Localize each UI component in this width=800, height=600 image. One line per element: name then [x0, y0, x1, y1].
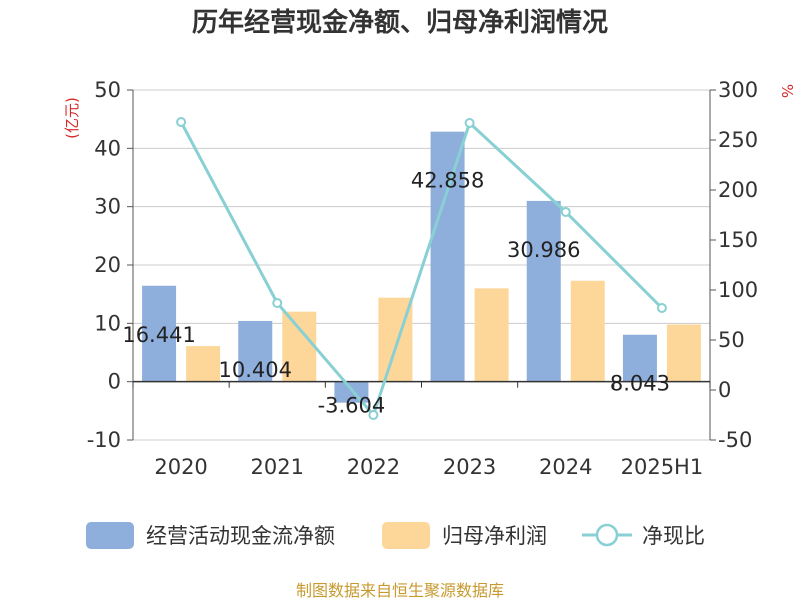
bars [142, 131, 701, 403]
x-tick-label: 2020 [154, 455, 207, 479]
ratio-point [368, 410, 379, 420]
y-left-tick-label: -10 [87, 428, 121, 452]
y-right-tick-label: 150 [718, 228, 758, 252]
bar-operating-cashflow [622, 334, 657, 382]
bar-operating-cashflow [238, 320, 273, 382]
legend-swatch-ratio-marker [595, 523, 619, 547]
y-right-tick-label: -50 [718, 428, 752, 452]
y-right-tick-label: 100 [718, 278, 758, 302]
axes [127, 89, 716, 441]
data-label: 30.986 [507, 238, 580, 262]
ratio-point [464, 118, 475, 128]
ratio-line-path [179, 120, 663, 418]
y-right-tick-label: 200 [718, 178, 758, 202]
ratio-line [176, 117, 667, 420]
y-left-tick-label: 0 [108, 370, 121, 394]
y-left-tick-label: 10 [94, 311, 121, 335]
legend-label-net-profit: 归母净利润 [442, 524, 547, 548]
y-left-tick-label: 50 [94, 78, 121, 102]
chart-title: 历年经营现金净额、归母净利润情况 [192, 7, 608, 38]
data-label: 8.043 [610, 372, 670, 396]
bar-net-profit [186, 346, 221, 382]
y-left-tick-label: 20 [94, 253, 121, 277]
legend-swatch-operating-cashflow [86, 522, 134, 549]
x-tick-label: 2021 [251, 455, 304, 479]
bar-operating-cashflow [430, 131, 465, 382]
ratio-point [176, 117, 187, 127]
source-note: 制图数据来自恒生聚源数据库 [296, 581, 504, 600]
bar-net-profit [666, 324, 701, 382]
y-left-tick-label: 40 [94, 136, 121, 160]
data-label: 10.404 [219, 358, 292, 382]
bar-operating-cashflow [526, 200, 561, 382]
data-label: -3.604 [318, 394, 386, 418]
y-right-tick-label: 0 [718, 378, 731, 402]
y-right-tick-label: 50 [718, 328, 745, 352]
data-label: 16.441 [122, 323, 195, 347]
x-tick-label: 2025H1 [621, 455, 704, 479]
ratio-point [272, 298, 283, 308]
ratio-point [560, 207, 571, 217]
bar-net-profit [570, 280, 605, 382]
data-label: 42.858 [411, 169, 484, 193]
bar-net-profit [282, 311, 317, 382]
x-tick-label: 2023 [443, 455, 496, 479]
bar-net-profit [474, 288, 509, 382]
y-left-tick-label: 30 [94, 195, 121, 219]
y-right-unit: % [778, 84, 796, 98]
bar-operating-cashflow [142, 285, 177, 382]
legend: 经营活动现金流净额 归母净利润 净现比 [86, 522, 705, 549]
data-labels: 16.441 10.404 -3.604 42.858 30.986 8.043 [122, 169, 670, 418]
x-tick-label: 2024 [539, 455, 592, 479]
y-right-tick-label: 250 [718, 128, 758, 152]
y-left-unit: (亿元) [63, 97, 81, 139]
legend-swatch-net-profit [382, 522, 430, 549]
ratio-point [656, 303, 667, 313]
legend-label-ratio: 净现比 [642, 524, 705, 548]
legend-label-operating-cashflow: 经营活动现金流净额 [146, 524, 335, 548]
tick-labels: -10 0 10 20 30 40 50 -50 0 50 100 150 200 250 300 (亿元)%… [63, 78, 796, 479]
y-right-tick-label: 300 [718, 78, 758, 102]
x-tick-label: 2022 [347, 455, 400, 479]
